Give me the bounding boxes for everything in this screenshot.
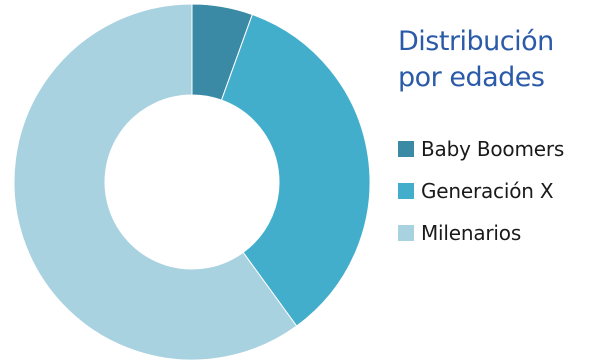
legend-label-generacion-x: Generación X	[421, 179, 554, 203]
slice-milenarios	[13, 3, 298, 361]
legend-swatch-baby-boomers	[398, 141, 414, 157]
chart-title: Distribución por edades	[398, 26, 554, 93]
donut-chart	[13, 3, 371, 361]
chart-legend: Baby Boomers Generación X Milenarios	[398, 128, 564, 254]
legend-label-baby-boomers: Baby Boomers	[421, 137, 565, 161]
legend-entry-generacion-x: Generación X	[398, 170, 564, 212]
legend-swatch-milenarios	[398, 225, 414, 241]
legend-entry-milenarios: Milenarios	[398, 212, 564, 254]
legend-entry-baby-boomers: Baby Boomers	[398, 128, 564, 170]
legend-label-milenarios: Milenarios	[421, 221, 522, 245]
legend-swatch-generacion-x	[398, 183, 414, 199]
slice-generacion-x	[220, 13, 371, 327]
